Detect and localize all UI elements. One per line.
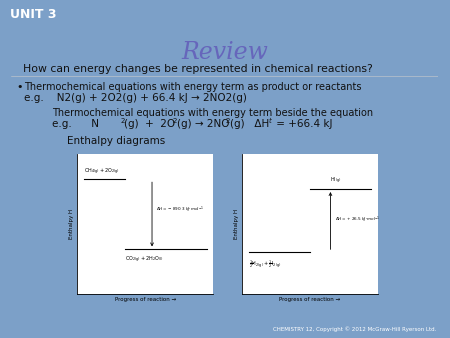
Text: (g)  +  2O: (g) + 2O bbox=[125, 119, 176, 129]
Text: $\mathregular{CH_{4(g)} + 2O_{2(g)}}$: $\mathregular{CH_{4(g)} + 2O_{2(g)}}$ bbox=[84, 166, 120, 176]
Text: Thermochemical equations with energy term beside the equation: Thermochemical equations with energy ter… bbox=[52, 108, 373, 118]
Text: UNIT 3: UNIT 3 bbox=[9, 8, 56, 21]
Text: $\Delta H = +26.5\ kJ{\cdot}mol^{-1}$: $\Delta H = +26.5\ kJ{\cdot}mol^{-1}$ bbox=[334, 215, 380, 225]
Text: = +66.4 kJ: = +66.4 kJ bbox=[273, 119, 333, 129]
Text: $\mathregular{HI_{(g)}}$: $\mathregular{HI_{(g)}}$ bbox=[330, 176, 342, 186]
Text: Enthalpy diagrams: Enthalpy diagrams bbox=[67, 136, 165, 146]
Text: 2: 2 bbox=[121, 118, 125, 124]
Text: CHEMISTRY 12, Copyright © 2012 McGraw-Hill Ryerson Ltd.: CHEMISTRY 12, Copyright © 2012 McGraw-Hi… bbox=[273, 327, 436, 332]
Text: (g) → 2NO: (g) → 2NO bbox=[177, 119, 230, 129]
Text: e.g.      N: e.g. N bbox=[52, 119, 99, 129]
Text: $\Delta H = -890.3\ kJ{\cdot}mol^{-1}$: $\Delta H = -890.3\ kJ{\cdot}mol^{-1}$ bbox=[156, 205, 204, 215]
Text: 2: 2 bbox=[173, 118, 177, 124]
Text: Thermochemical equations with energy term as product or reactants: Thermochemical equations with energy ter… bbox=[24, 82, 362, 92]
Y-axis label: Enthalpy H: Enthalpy H bbox=[69, 209, 74, 239]
Text: •: • bbox=[16, 82, 23, 92]
Y-axis label: Enthalpy H: Enthalpy H bbox=[234, 209, 239, 239]
Text: $\mathregular{CO_{2(g)} + 2H_2O_{(l)}}$: $\mathregular{CO_{2(g)} + 2H_2O_{(l)}}$ bbox=[125, 255, 163, 265]
Text: (g)   ΔH: (g) ΔH bbox=[230, 119, 269, 129]
Text: 2: 2 bbox=[225, 118, 230, 124]
Text: e.g.    N2(g) + 2O2(g) + 66.4 kJ → 2NO2(g): e.g. N2(g) + 2O2(g) + 66.4 kJ → 2NO2(g) bbox=[24, 93, 247, 103]
Text: Review: Review bbox=[181, 41, 268, 64]
X-axis label: Progress of reaction →: Progress of reaction → bbox=[115, 297, 176, 302]
Text: How can energy changes be represented in chemical reactions?: How can energy changes be represented in… bbox=[23, 64, 373, 74]
Text: t: t bbox=[269, 118, 272, 124]
X-axis label: Progress of reaction →: Progress of reaction → bbox=[279, 297, 341, 302]
Text: $\mathregular{\frac{1}{2}H_{2(g)} + \frac{1}{2}I_{2(g)}}$: $\mathregular{\frac{1}{2}H_{2(g)} + \fra… bbox=[248, 258, 281, 270]
